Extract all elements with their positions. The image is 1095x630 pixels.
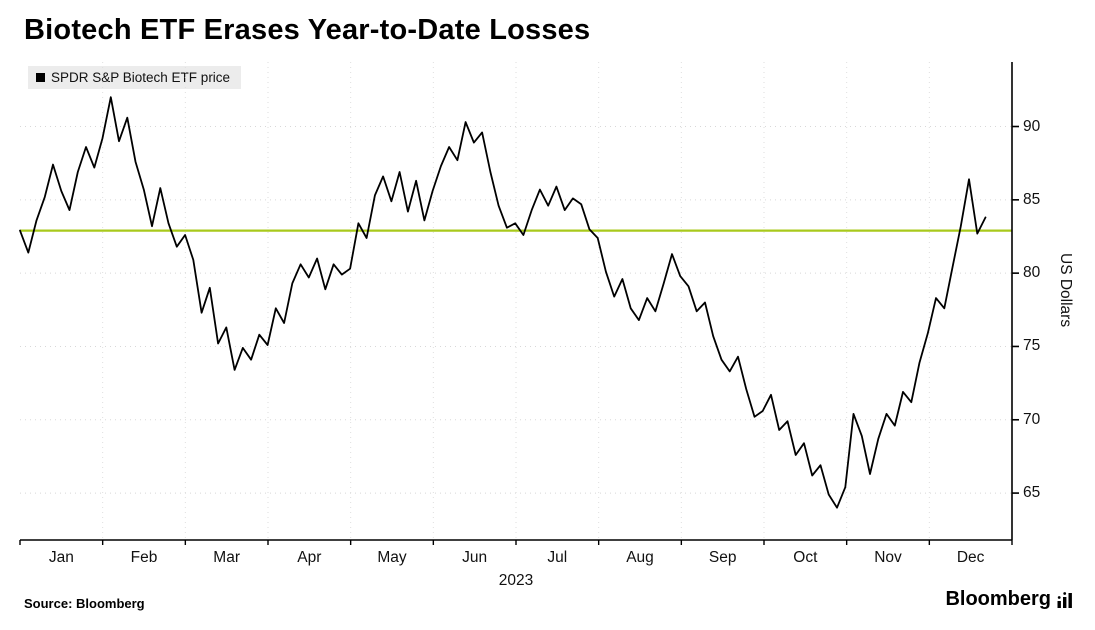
y-tick-label-70: 70 [1023,410,1041,428]
x-tick-label-nov: Nov [874,549,902,566]
page-title: Biotech ETF Erases Year-to-Date Losses [24,14,591,46]
x-tick-label-jan: Jan [48,549,74,566]
x-tick-label-apr: Apr [297,549,322,566]
bloomberg-logo: Bloomberg [945,588,1075,611]
y-tick-label-80: 80 [1023,264,1041,282]
x-tick-label-aug: Aug [626,549,654,566]
legend-label: SPDR S&P Biotech ETF price [51,70,231,85]
x-tick-label-jun: Jun [462,549,488,566]
source-attribution: Source: Bloomberg [24,596,145,611]
y-axis-unit-label: US Dollars [1057,253,1074,328]
legend: SPDR S&P Biotech ETF price [28,66,242,89]
x-tick-label-dec: Dec [956,549,985,566]
bloomberg-wordmark: Bloomberg [945,588,1051,610]
legend-marker-swatch [36,73,45,82]
x-tick-label-feb: Feb [130,549,158,566]
x-tick-label-sep: Sep [708,549,737,566]
bloomberg-chart-icon [1057,592,1072,608]
x-tick-label-mar: Mar [213,549,240,566]
y-tick-label-90: 90 [1023,117,1041,135]
y-tick-label-85: 85 [1023,190,1041,208]
price-line [19,96,987,509]
y-tick-label-75: 75 [1023,337,1041,355]
x-tick-label-oct: Oct [793,549,818,566]
y-tick-label-65: 65 [1023,484,1041,502]
x-tick-label-may: May [377,549,407,566]
x-tick-label-jul: Jul [547,549,568,566]
x-axis-title: 2023 [498,572,534,589]
